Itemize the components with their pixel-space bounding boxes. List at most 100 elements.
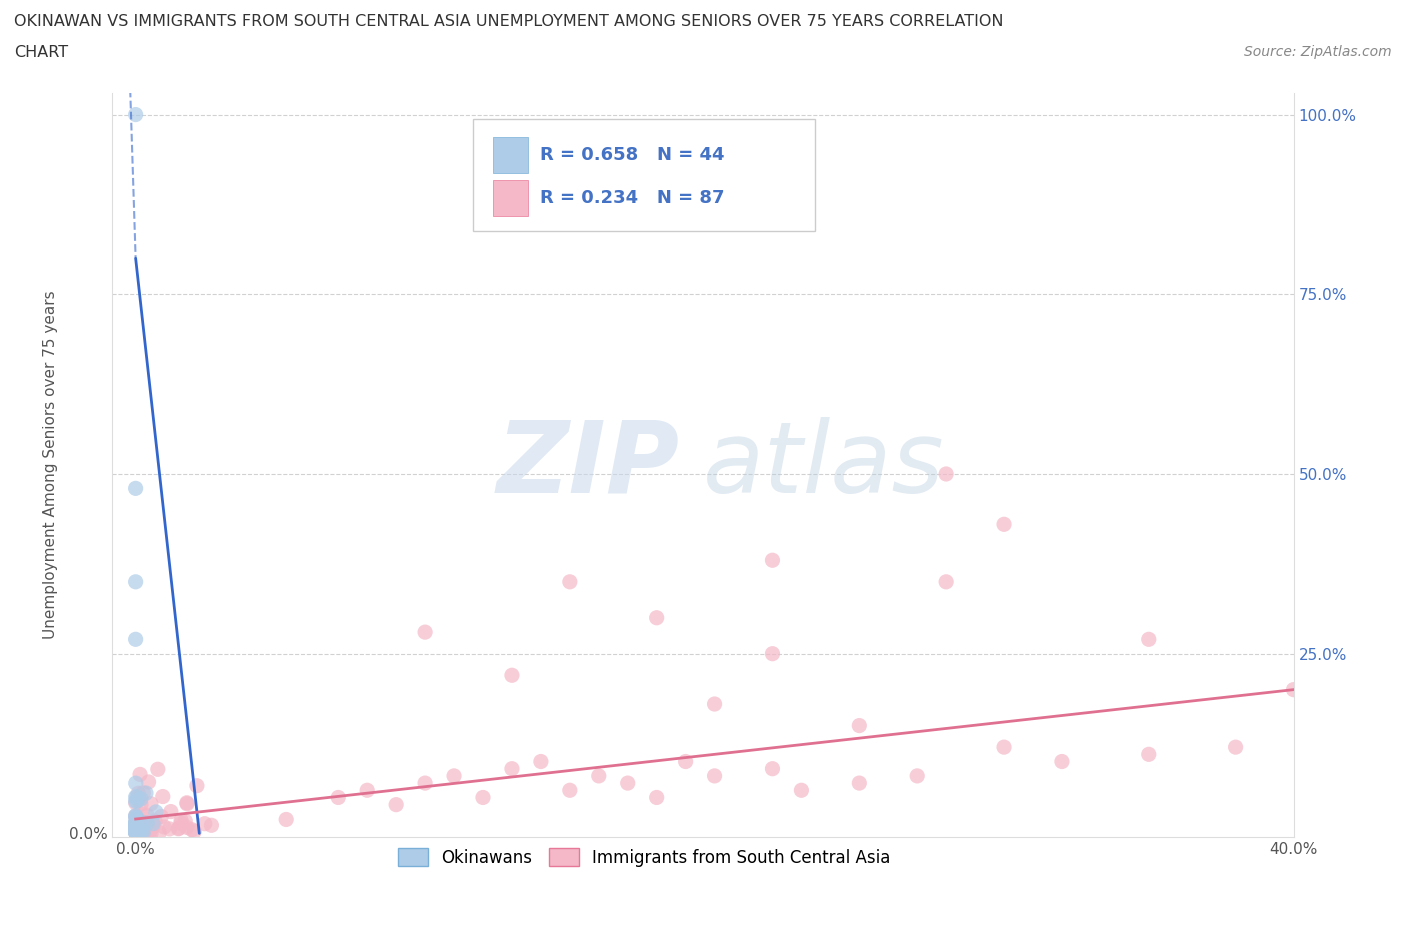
Point	[181, 822, 204, 837]
Point	[174, 814, 197, 829]
Point	[127, 786, 149, 801]
Point	[138, 775, 160, 790]
Point	[170, 816, 193, 830]
Point	[139, 826, 162, 841]
Point	[935, 575, 957, 590]
Point	[558, 575, 581, 590]
Point	[153, 819, 176, 834]
Point	[125, 813, 148, 828]
Point	[1225, 739, 1247, 754]
Point	[905, 768, 928, 783]
Point	[125, 822, 148, 837]
Point	[135, 816, 157, 830]
Point	[142, 817, 165, 831]
Point	[124, 795, 146, 810]
Point	[150, 809, 173, 824]
Point	[132, 785, 155, 800]
Point	[124, 817, 146, 831]
Point	[124, 819, 146, 834]
Point	[139, 796, 162, 811]
Point	[124, 821, 146, 836]
Point	[124, 825, 146, 840]
Point	[501, 668, 523, 683]
Point	[124, 107, 146, 122]
Point	[413, 625, 436, 640]
Point	[129, 797, 152, 812]
Text: R = 0.234   N = 87: R = 0.234 N = 87	[540, 189, 724, 206]
Point	[530, 754, 553, 769]
Point	[124, 824, 146, 839]
Point	[152, 789, 174, 804]
Point	[129, 826, 152, 841]
Point	[124, 824, 146, 839]
Point	[124, 814, 146, 829]
Point	[790, 783, 813, 798]
Point	[385, 797, 408, 812]
Legend: Okinawans, Immigrants from South Central Asia: Okinawans, Immigrants from South Central…	[391, 842, 897, 873]
Point	[1137, 631, 1160, 646]
Point	[176, 796, 198, 811]
Point	[135, 786, 157, 801]
Point	[124, 824, 146, 839]
Point	[129, 823, 152, 838]
Point	[136, 808, 159, 823]
Point	[194, 817, 217, 831]
Point	[1137, 747, 1160, 762]
Point	[443, 768, 465, 783]
Point	[124, 824, 146, 839]
Point	[128, 820, 150, 835]
FancyBboxPatch shape	[472, 119, 815, 231]
Point	[558, 783, 581, 798]
Point	[160, 804, 183, 819]
Point	[761, 762, 783, 777]
Point	[125, 776, 148, 790]
Bar	[492, 180, 529, 216]
Point	[125, 819, 148, 834]
Point	[356, 783, 378, 798]
Point	[993, 517, 1015, 532]
Point	[127, 790, 149, 805]
Point	[131, 815, 153, 830]
Point	[645, 790, 668, 804]
Point	[328, 790, 350, 804]
Point	[176, 820, 198, 835]
Text: CHART: CHART	[14, 45, 67, 60]
Point	[124, 809, 146, 824]
Point	[124, 824, 146, 839]
Point	[128, 817, 150, 831]
Point	[132, 823, 155, 838]
Text: ZIP: ZIP	[496, 417, 679, 513]
Point	[124, 822, 146, 837]
Point	[124, 825, 146, 840]
Point	[167, 821, 190, 836]
Point	[125, 790, 148, 804]
Point	[138, 819, 160, 834]
Point	[129, 767, 152, 782]
Point	[124, 817, 146, 831]
Point	[127, 820, 149, 835]
Point	[124, 794, 146, 809]
Point	[132, 826, 155, 841]
Point	[124, 818, 146, 833]
Point	[124, 816, 146, 830]
Point	[848, 776, 870, 790]
Point	[125, 825, 148, 840]
Point	[125, 810, 148, 825]
Point	[200, 817, 222, 832]
Point	[127, 825, 149, 840]
Point	[176, 795, 198, 810]
Point	[703, 697, 725, 711]
Point	[848, 718, 870, 733]
Point	[124, 819, 146, 834]
Point	[183, 824, 205, 839]
Point	[138, 824, 160, 839]
Point	[1282, 683, 1305, 698]
Point	[413, 776, 436, 790]
Point	[159, 821, 181, 836]
Point	[129, 815, 152, 830]
Point	[132, 822, 155, 837]
Text: OKINAWAN VS IMMIGRANTS FROM SOUTH CENTRAL ASIA UNEMPLOYMENT AMONG SENIORS OVER 7: OKINAWAN VS IMMIGRANTS FROM SOUTH CENTRA…	[14, 14, 1004, 29]
Point	[124, 790, 146, 804]
Point	[124, 816, 146, 830]
Point	[186, 778, 208, 793]
